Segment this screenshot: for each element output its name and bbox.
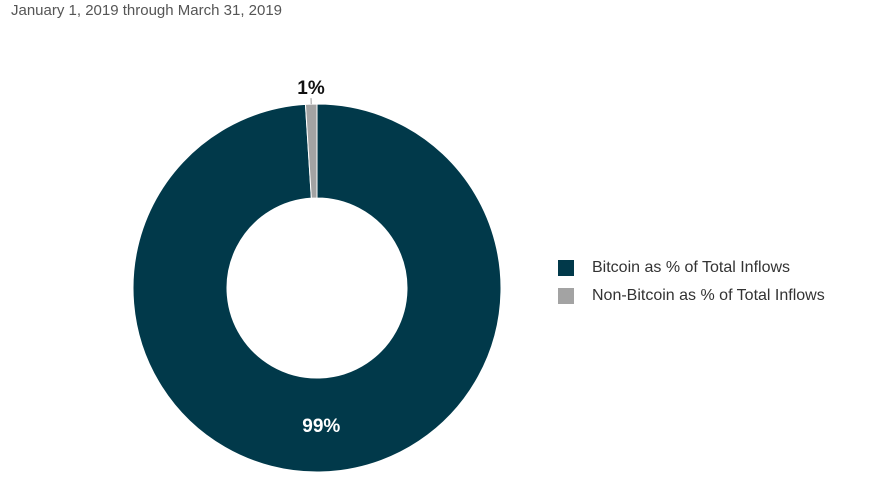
chart-subtitle: January 1, 2019 through March 31, 2019 [11,2,283,19]
slice-1 [304,103,318,199]
legend: Bitcoin as % of Total Inflows Non-Bitcoi… [558,254,825,310]
slice-label-1: 1% [297,78,325,99]
legend-swatch-non-bitcoin [558,288,574,304]
legend-item-bitcoin: Bitcoin as % of Total Inflows [558,254,825,282]
slice-0 [132,103,502,473]
legend-swatch-bitcoin [558,260,574,276]
legend-label: Non-Bitcoin as % of Total Inflows [592,287,825,304]
legend-label: Bitcoin as % of Total Inflows [592,259,791,276]
legend-item-non-bitcoin: Non-Bitcoin as % of Total Inflows [558,282,825,310]
slice-label-0: 99% [302,416,340,437]
